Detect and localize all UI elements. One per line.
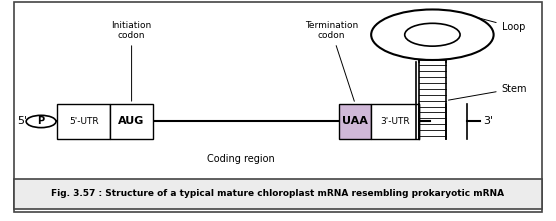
- Text: Coding region: Coding region: [207, 154, 275, 164]
- Text: AUG: AUG: [118, 116, 145, 126]
- Text: Initiation
codon: Initiation codon: [111, 21, 152, 101]
- Text: Loop: Loop: [478, 18, 525, 32]
- Text: Termination
codon: Termination codon: [305, 21, 358, 101]
- Text: P: P: [37, 116, 44, 126]
- Circle shape: [26, 115, 56, 128]
- Bar: [57, 104, 110, 139]
- Bar: [14, 179, 542, 209]
- Bar: [339, 104, 371, 139]
- Text: UAA: UAA: [342, 116, 368, 126]
- Bar: [371, 104, 419, 139]
- Bar: [110, 104, 153, 139]
- Text: 3'-UTR: 3'-UTR: [380, 117, 410, 126]
- Text: Stem: Stem: [449, 84, 527, 100]
- Text: 5'-UTR: 5'-UTR: [69, 117, 98, 126]
- Text: Fig. 3.57 : Structure of a typical mature chloroplast mRNA resembling prokaryoti: Fig. 3.57 : Structure of a typical matur…: [52, 189, 504, 198]
- Text: 5': 5': [17, 116, 27, 126]
- Text: 3': 3': [483, 116, 493, 126]
- Circle shape: [405, 23, 460, 46]
